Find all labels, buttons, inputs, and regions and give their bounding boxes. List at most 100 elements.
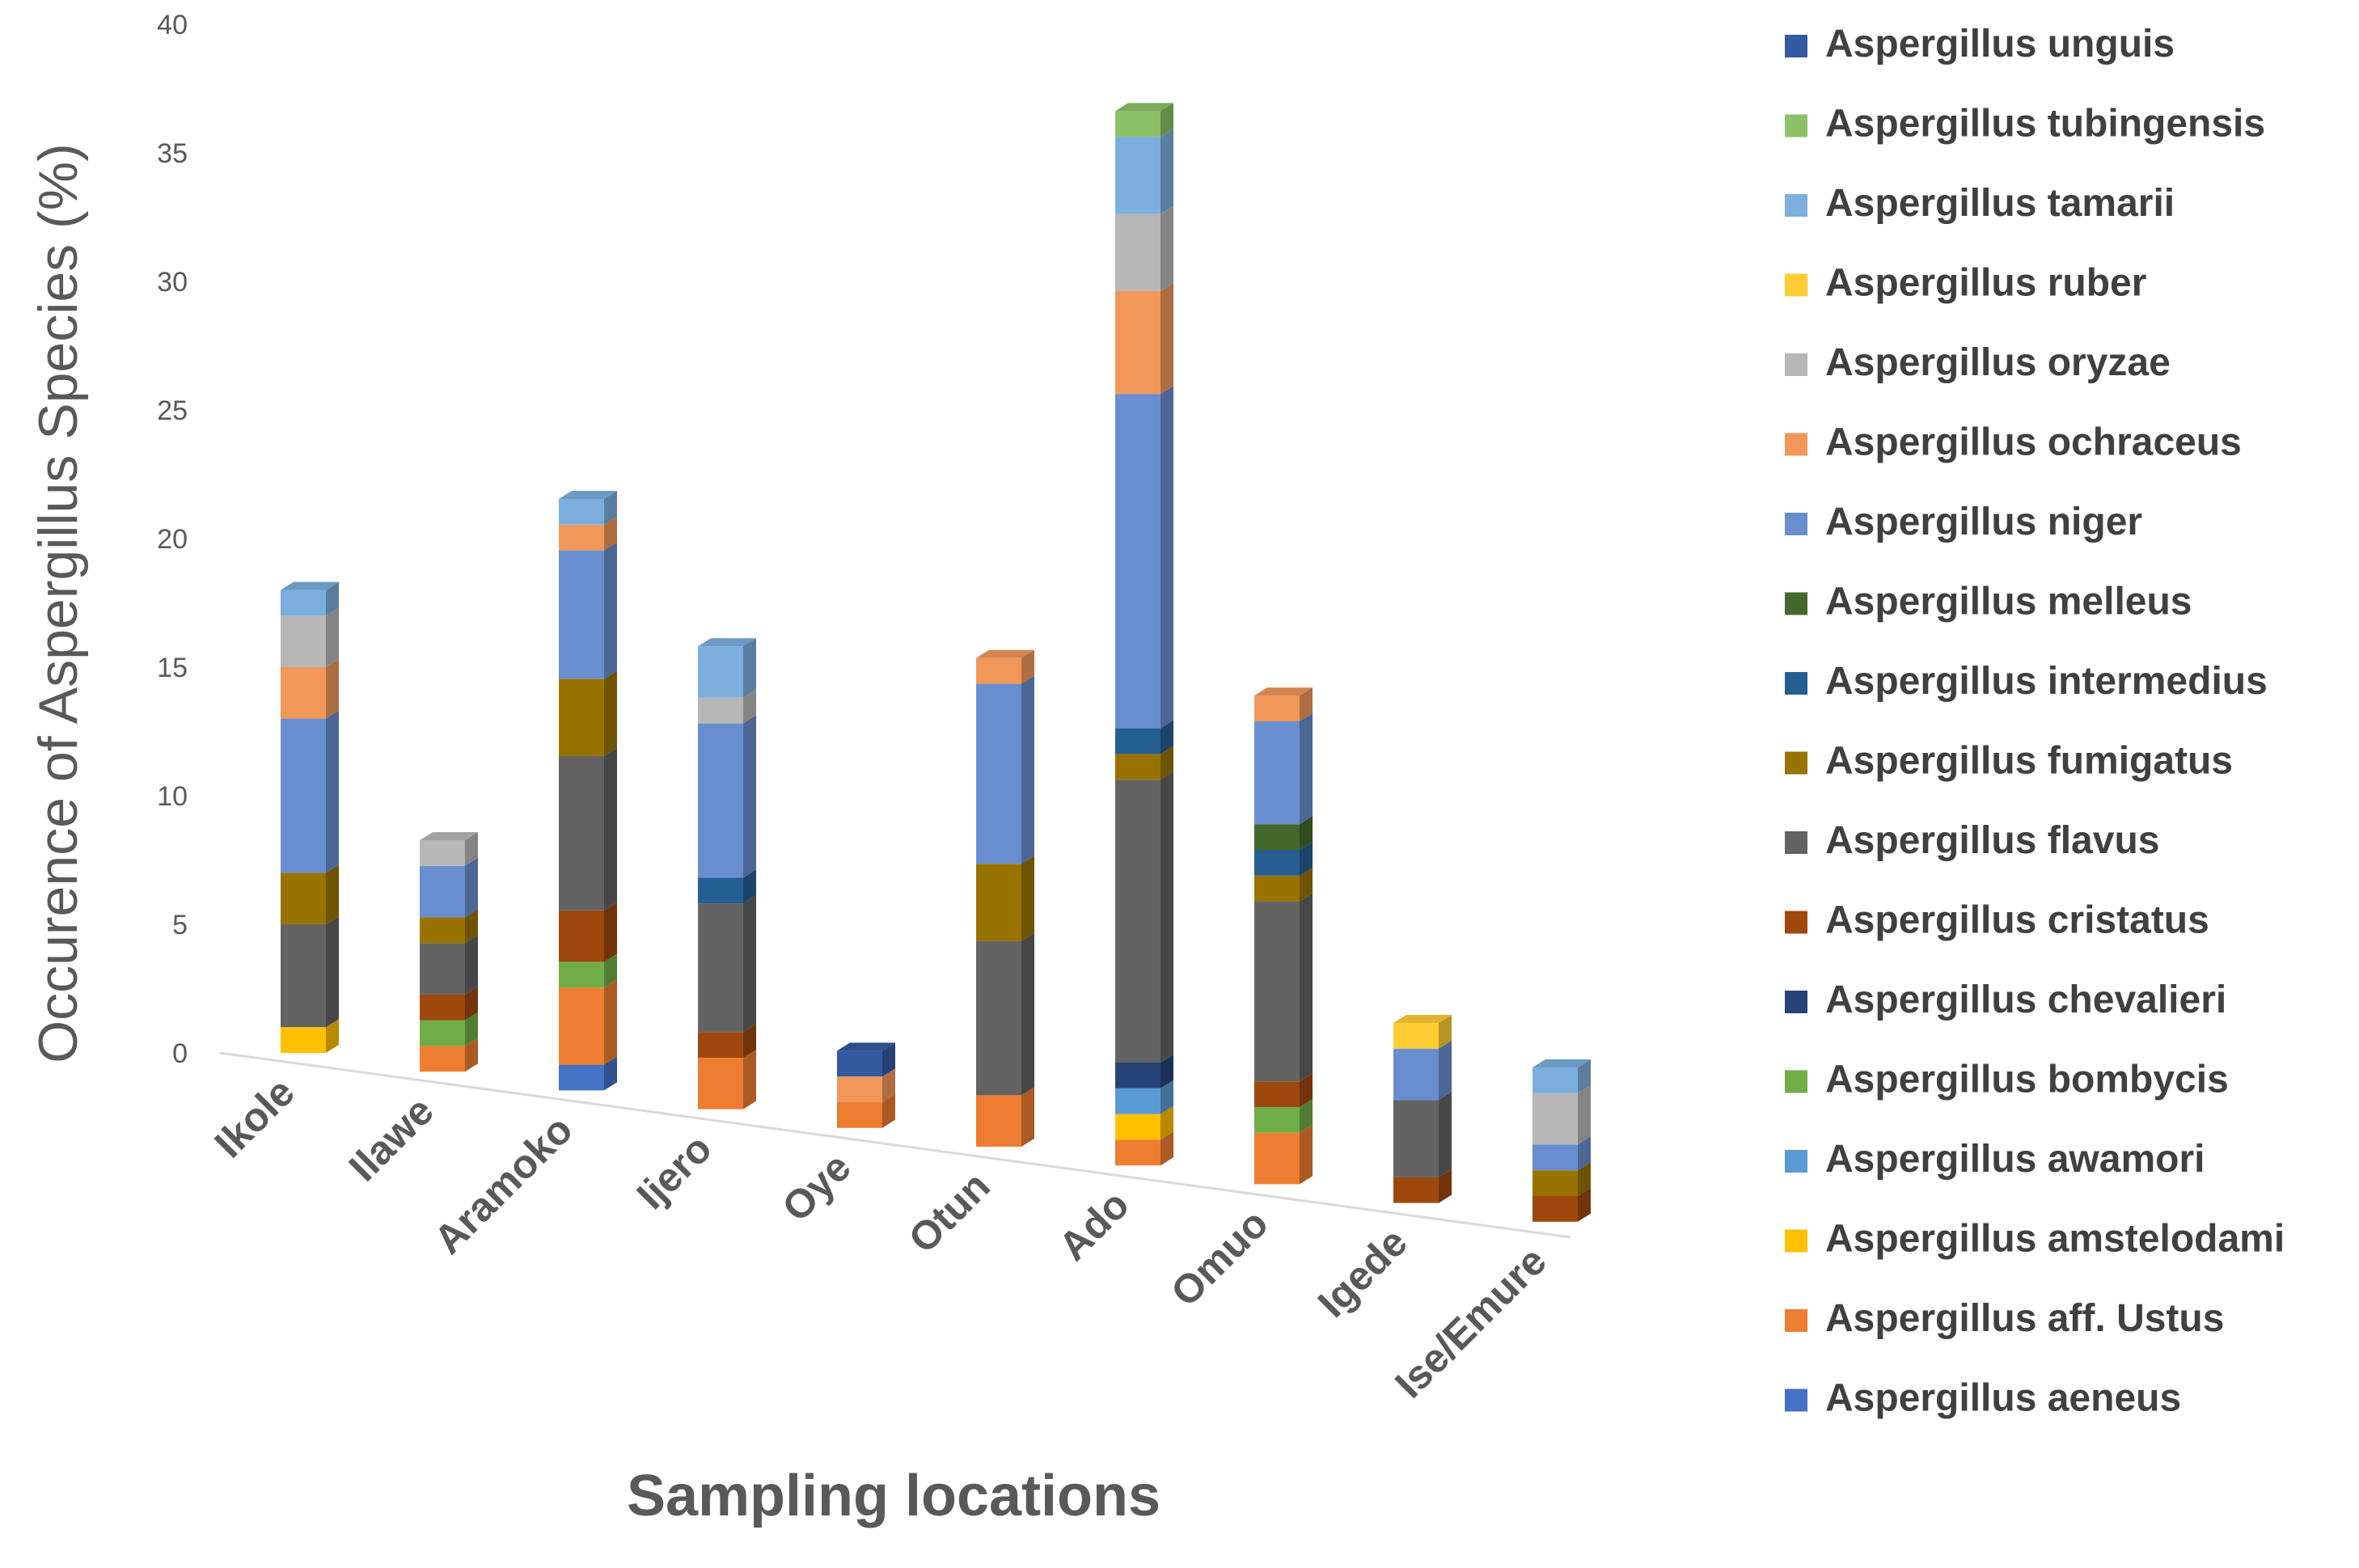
bar-segment-side <box>882 1068 895 1102</box>
bar-segment-side <box>465 909 478 944</box>
bar-segment <box>559 756 604 911</box>
bar-stack <box>1254 687 1313 1185</box>
legend-item: Aspergillus awamori <box>1785 1138 2205 1181</box>
bar-segment <box>1254 1107 1300 1133</box>
bar-segment <box>1254 1132 1300 1185</box>
bar-segment <box>837 1050 882 1077</box>
bar-segment-side <box>326 710 339 873</box>
bar-segment <box>1393 1023 1439 1049</box>
bar-stack <box>976 649 1034 1147</box>
x-category-label: Ise/Emure <box>1386 1238 1555 1407</box>
bar-segment-side <box>743 638 756 698</box>
bar-segment-side <box>1300 842 1313 876</box>
legend-label: Aspergillus bombycis <box>1825 1059 2229 1101</box>
legend-swatch <box>1785 672 1807 695</box>
bar-segment <box>1115 1063 1160 1088</box>
legend-item: Aspergillus unguis <box>1785 23 2175 66</box>
bar-segment <box>698 877 743 904</box>
bar-segment-side <box>604 491 617 525</box>
bar-segment-side <box>1160 771 1173 1063</box>
bar-segment <box>976 657 1021 684</box>
y-axis-title: Occurence of Aspergillus Species (%) <box>27 143 89 1063</box>
bar-top-face <box>281 581 339 590</box>
bar-segment <box>1393 1177 1439 1203</box>
y-tick-label: 35 <box>157 138 188 169</box>
bar-segment <box>1254 850 1300 876</box>
legend-item: Aspergillus cristatus <box>1785 899 2209 942</box>
bar-segment <box>559 499 604 525</box>
bar-segment <box>1254 901 1300 1082</box>
legend-label: Aspergillus amstelodami <box>1825 1218 2285 1261</box>
legend-swatch <box>1785 35 1807 57</box>
bar-segment <box>1115 394 1160 729</box>
bar-segment <box>281 1027 326 1053</box>
bar-segment <box>559 962 604 988</box>
legend-swatch <box>1785 1150 1807 1173</box>
bar-segment <box>698 1058 743 1109</box>
x-category-label: Ikole <box>206 1069 303 1166</box>
x-category-label: Aramoko <box>425 1107 581 1263</box>
bar-segment-side <box>1439 1015 1452 1049</box>
bar-segment-side <box>743 895 756 1033</box>
bar-segment-side <box>743 1024 756 1058</box>
bar-segment-side <box>1160 386 1173 729</box>
x-category-label: Oye <box>773 1144 859 1230</box>
legend-swatch <box>1785 831 1807 854</box>
bar-segment <box>837 1076 882 1102</box>
legend-swatch <box>1785 513 1807 535</box>
bar-segment <box>1115 1114 1160 1140</box>
bar-segment <box>698 646 743 698</box>
bar-segment <box>281 718 326 873</box>
bar-segment <box>420 1020 465 1046</box>
bar-segment <box>1533 1196 1578 1222</box>
bar-top-face <box>1115 103 1173 112</box>
bar-segment-side <box>1578 1188 1591 1222</box>
bar-segment-side <box>1160 1131 1173 1166</box>
bar-segment-side <box>1300 893 1313 1082</box>
legend-swatch <box>1785 273 1807 297</box>
bar-segment-side <box>465 857 478 918</box>
legend-label: Aspergillus tubingensis <box>1825 103 2265 146</box>
bar-stack <box>837 1042 895 1128</box>
y-tick-labels: 0 5 10 15 20 25 30 35 40 <box>157 10 188 1069</box>
bar-segment-side <box>1160 1105 1173 1140</box>
x-category-label: Ilawe <box>340 1088 442 1190</box>
legend-label: Aspergillus cristatus <box>1825 899 2209 942</box>
legend-label: Aspergillus aff. Ustus <box>1825 1297 2224 1340</box>
bar-segment <box>420 917 465 944</box>
bar-segment-side <box>326 1019 339 1053</box>
y-tick-label: 30 <box>157 267 188 298</box>
bar-segment <box>837 1102 882 1128</box>
bar-layer <box>281 103 1591 1222</box>
legend-swatch <box>1785 751 1807 775</box>
legend-item: Aspergillus oryzae <box>1785 341 2171 384</box>
bar-segment <box>698 697 743 724</box>
bar-segment <box>420 840 465 866</box>
bar-segment-side <box>326 581 339 616</box>
legend-item: Aspergillus niger <box>1785 501 2142 543</box>
legend-label: Aspergillus ochraceus <box>1825 421 2242 464</box>
bar-top-face <box>1254 687 1313 696</box>
bar-segment <box>976 864 1021 941</box>
bar-segment-side <box>743 1050 756 1109</box>
bar-segment-side <box>1160 129 1173 214</box>
x-category-label: Omuo <box>1162 1201 1277 1316</box>
bar-segment <box>420 1046 465 1072</box>
bar-segment-side <box>604 953 617 988</box>
legend-item: Aspergillus ruber <box>1785 262 2146 305</box>
bar-segment <box>559 910 604 962</box>
bar-segment <box>559 524 604 551</box>
bar-segment-side <box>604 979 617 1065</box>
bar-segment <box>1115 728 1160 754</box>
bar-segment <box>559 550 604 679</box>
y-tick-label: 25 <box>157 395 188 426</box>
bar-segment <box>976 1095 1021 1147</box>
legend-item: Aspergillus bombycis <box>1785 1059 2229 1101</box>
bar-segment-side <box>1300 1099 1313 1133</box>
legend-item: Aspergillus chevalieri <box>1785 978 2226 1021</box>
legend-label: Aspergillus niger <box>1825 501 2142 543</box>
axis-layer <box>219 1051 1571 1239</box>
bar-segment-side <box>326 659 339 719</box>
bar-segment <box>281 615 326 667</box>
